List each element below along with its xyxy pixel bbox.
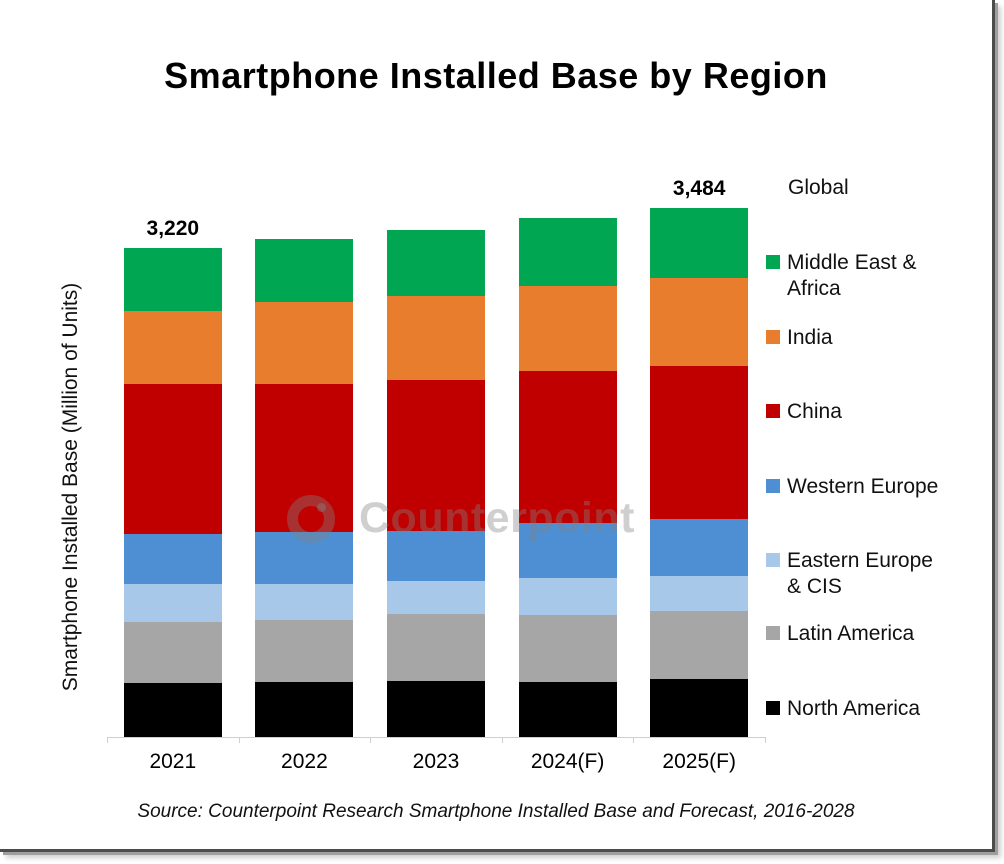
bar-column-2024F <box>518 217 617 737</box>
plot-area: 3,220 2021 2022 2023 2024(F) 3,484 2025(F) <box>107 176 766 773</box>
bar-segment-india <box>387 296 485 381</box>
bar-segment-north-america <box>387 680 485 737</box>
legend-item-north-america: North America <box>766 696 920 722</box>
legend-label: China <box>787 400 842 423</box>
bar-segment-eastern-europe-cis <box>518 578 617 616</box>
bar-segment-latin-america <box>123 621 222 683</box>
bar-total-label: 3,220 <box>146 217 200 240</box>
bar-segment-latin-america <box>255 620 354 683</box>
bar-column-2021 <box>123 248 222 737</box>
bar-segment-latin-america <box>650 610 749 679</box>
bar-segment-latin-america <box>387 613 485 681</box>
bar-segment-india <box>518 286 617 372</box>
bar-segment-eastern-europe-cis <box>123 583 222 622</box>
legend-item-china: China <box>766 399 842 425</box>
bar-column-2022 <box>255 239 354 737</box>
source-note: Source: Counterpoint Research Smartphone… <box>137 801 855 822</box>
bar-segment-china <box>518 371 617 524</box>
x-axis-tick <box>370 737 372 743</box>
x-axis-line <box>107 737 765 738</box>
bar-segment-western-europe <box>387 531 485 582</box>
bar-segment-eastern-europe-cis <box>387 581 485 614</box>
bar-segment-middle-east-africa <box>518 217 617 286</box>
bar-segment-china <box>387 380 485 532</box>
bar-segment-middle-east-africa <box>387 230 485 297</box>
legend-label: North America <box>787 697 921 720</box>
legend-label: Latin America <box>787 622 915 645</box>
bar-segment-india <box>123 311 222 385</box>
bar-segment-north-america <box>255 682 354 737</box>
legend-header: Global <box>788 176 849 199</box>
x-axis-label: 2021 <box>149 750 197 773</box>
bar-column-2025F <box>650 207 749 737</box>
bar-segment-western-europe <box>518 523 617 578</box>
legend-label: Middle East & Africa <box>787 251 917 300</box>
legend-swatch-icon <box>766 255 780 269</box>
bar-segment-china <box>255 384 354 533</box>
legend-label: India <box>787 326 833 349</box>
bar-segment-north-america <box>518 682 617 737</box>
legend-item-western-europe: Western Europe <box>766 474 938 500</box>
bar-segment-india <box>650 277 749 367</box>
legend-item-latin-america: Latin America <box>766 621 914 647</box>
bar-segment-western-europe <box>123 533 222 584</box>
legend-swatch-icon <box>766 404 780 418</box>
bar-segment-middle-east-africa <box>255 239 354 303</box>
bar-segment-north-america <box>650 678 749 737</box>
legend-item-middle-east-africa: Middle East & Africa <box>766 250 939 302</box>
legend-label: Eastern Europe & CIS <box>787 549 933 598</box>
bar-segment-china <box>650 366 749 519</box>
x-axis-tick <box>765 737 766 743</box>
legend-swatch-icon <box>766 701 780 715</box>
bar-total-label: 3,484 <box>672 176 726 200</box>
bar-segment-middle-east-africa <box>123 248 222 312</box>
legend-item-eastern-europe-cis: Eastern Europe & CIS <box>766 548 939 600</box>
bar-segment-western-europe <box>650 518 749 576</box>
x-axis-tick <box>238 737 240 743</box>
legend-item-india: India <box>766 325 833 351</box>
chart-title: Smartphone Installed Base by Region <box>164 55 828 96</box>
bar-column-2023 <box>387 230 485 737</box>
x-axis-label: 2022 <box>281 750 328 773</box>
bar-segment-north-america <box>123 682 222 737</box>
legend-swatch-icon <box>766 479 780 493</box>
x-axis-label: 2025(F) <box>662 750 736 773</box>
bar-segment-middle-east-africa <box>650 207 749 278</box>
legend-swatch-icon <box>766 626 780 640</box>
bar-segment-china <box>123 384 222 534</box>
x-axis-tick <box>107 737 108 743</box>
legend-label: Western Europe <box>787 475 939 498</box>
x-axis-tick <box>633 737 635 743</box>
x-axis-label: 2023 <box>412 750 460 773</box>
legend-swatch-icon <box>766 553 780 567</box>
bar-segment-eastern-europe-cis <box>650 575 749 611</box>
bar-segment-india <box>255 302 354 385</box>
bar-segment-eastern-europe-cis <box>255 584 354 621</box>
chart-panel: Smartphone Installed Base by Region Smar… <box>0 0 995 852</box>
bar-segment-latin-america <box>518 615 617 683</box>
legend-swatch-icon <box>766 330 780 344</box>
x-axis-label: 2024(F) <box>530 750 605 773</box>
bar-segment-western-europe <box>255 532 354 585</box>
x-axis-tick <box>501 737 503 743</box>
